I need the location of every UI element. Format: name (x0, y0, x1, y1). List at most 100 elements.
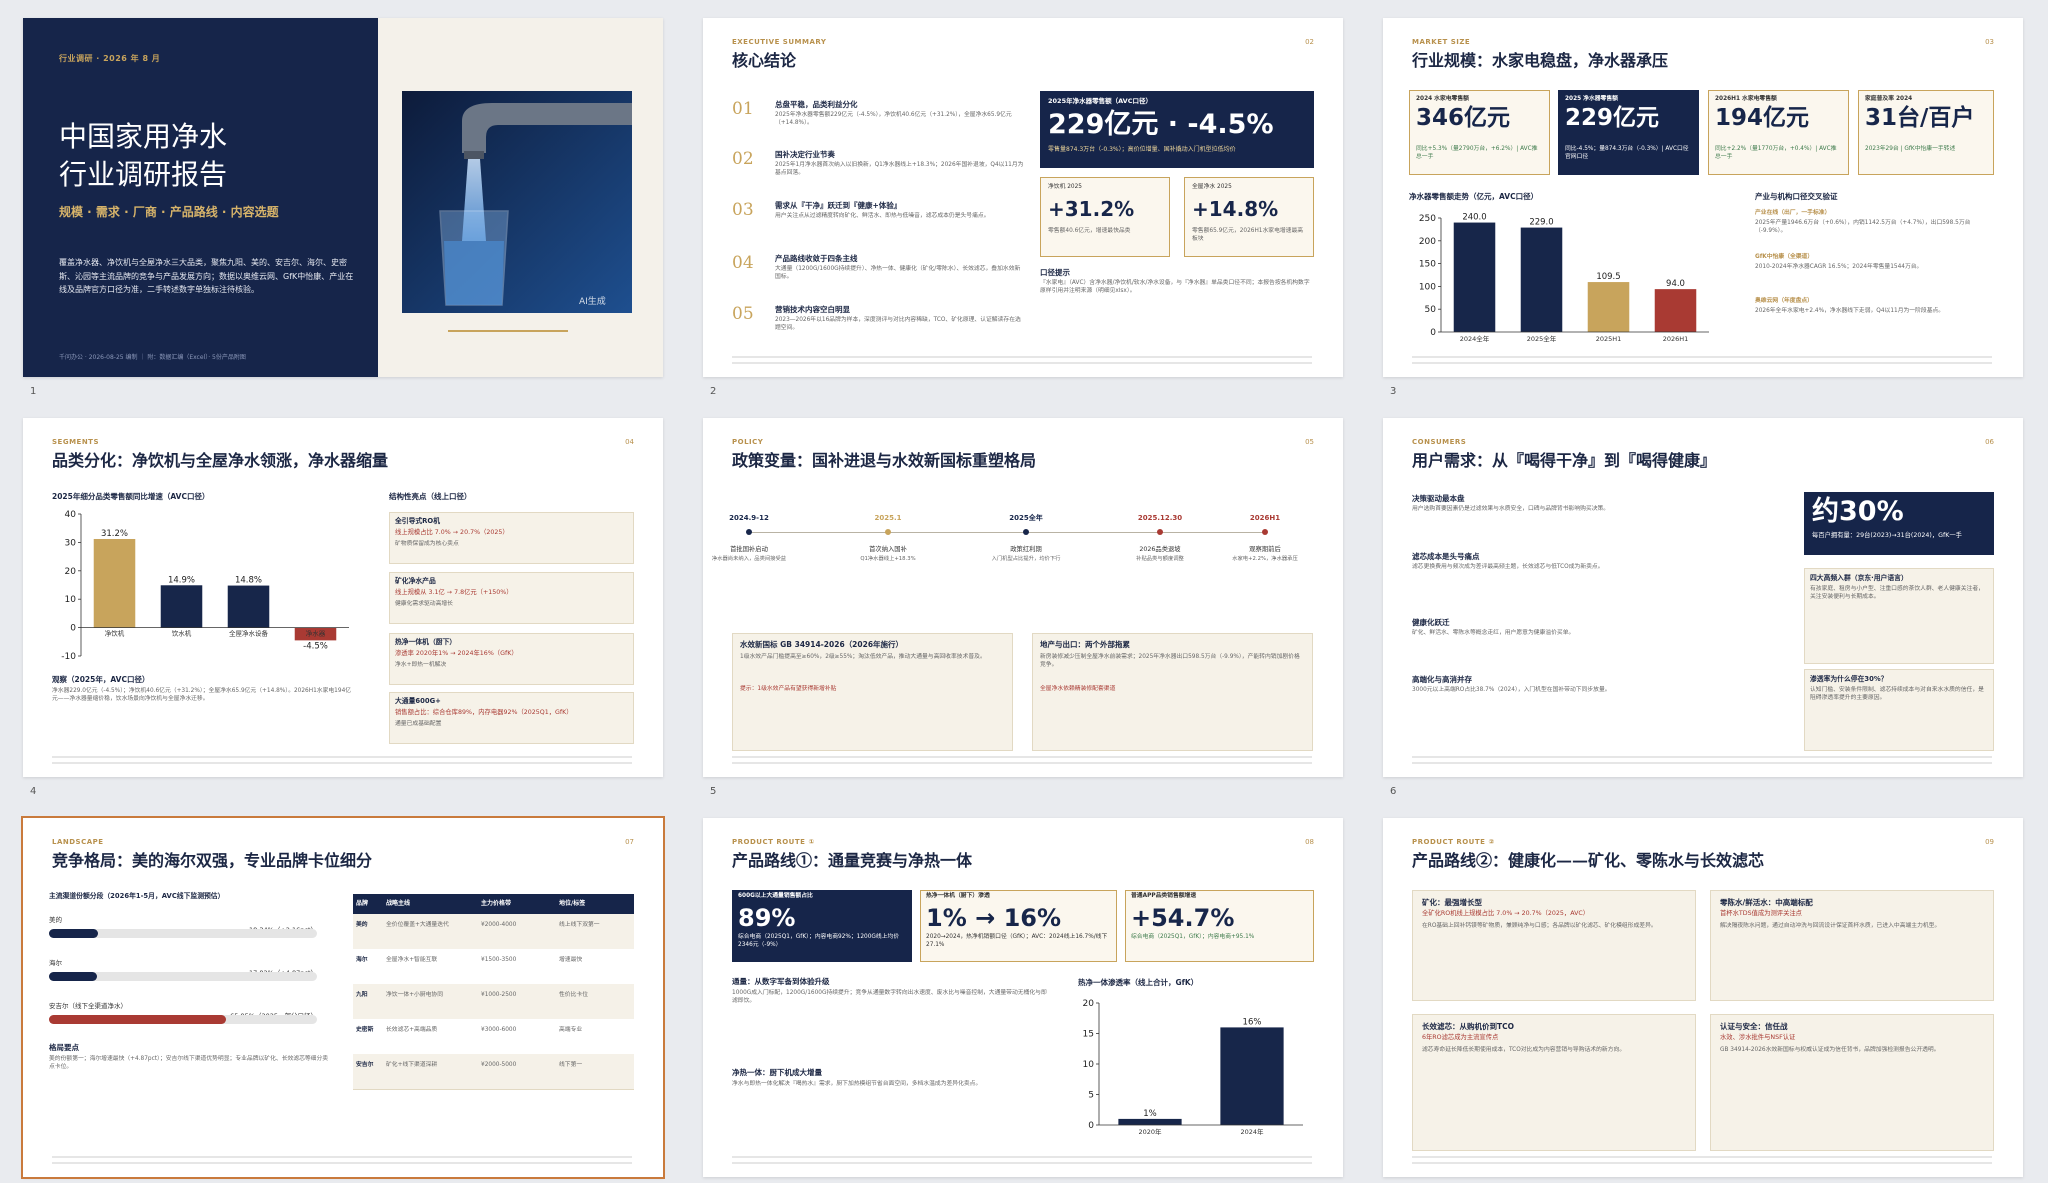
kpi-card (732, 890, 912, 962)
card-heading: 四大高频入群（京东·用户语言） (1810, 574, 1908, 582)
slide-thumbnail[interactable]: EXECUTIVE SUMMARY 核心结论 02 01 总盘平稳，品类利益分化 2025… (703, 18, 1343, 377)
slide-number: 1 (30, 386, 37, 397)
share-bar (49, 929, 99, 938)
y-tick-label: 30 (65, 538, 77, 548)
footnote (732, 1162, 1312, 1164)
page-number: 09 (1985, 838, 1994, 846)
slide-thumbnail[interactable]: LANDSCAPE 竞争格局：美的海尔双强，专业品牌卡位细分 07 主流渠道份额分段（… (21, 816, 665, 1179)
image-tag: AI生成 (579, 297, 606, 307)
cover-panel (23, 18, 378, 377)
card-value: 全矿化RO机线上规模占比 7.0% → 20.7%（2025，AVC） (1422, 910, 1590, 917)
card-heading: 渗透率为什么停在30%？ (1810, 675, 1888, 683)
kpi-label: 2025 净水器零售额 (1565, 96, 1618, 102)
page-number: 04 (625, 438, 634, 446)
table-cell: 史密斯 (356, 1027, 374, 1033)
kpi-note: 同比+5.3%（量2790万台，+6.2%）| AVC推总一手 (1416, 146, 1538, 160)
slide-thumbnail[interactable]: SEGMENTS 品类分化：净饮机与全屋净水领涨，净水器缩量 04 2025年细分品类… (23, 418, 663, 777)
timeline-label: 2026品类退坡 (1139, 546, 1181, 553)
slide-thumbnail[interactable]: PRODUCT ROUTE ② 产品路线②：健康化——矿化、零陈水与长效滤芯 09 矿… (1383, 818, 2023, 1177)
timeline-text: 净水器尚未纳入，品类间接受益 (711, 556, 787, 562)
y-tick-label: 250 (1419, 214, 1436, 224)
table-row (353, 984, 634, 1020)
x-tick-label: 饮水机 (172, 629, 192, 638)
slide-title: 品类分化：净饮机与全屋净水领涨，净水器缩量 (52, 451, 389, 470)
card-heading: 水效新国标 GB 34914-2026（2026年施行） (740, 640, 904, 649)
share-label-row: 18.34%（+2.16pct） (183, 916, 317, 934)
footnote (732, 1156, 1312, 1158)
table-cell: 高端专业 (559, 1027, 583, 1033)
value-label: 1% (1143, 1109, 1157, 1119)
slide-number: 6 (1390, 786, 1397, 797)
hero-box (1040, 91, 1314, 168)
x-tick-label: 2024年 (1240, 1127, 1264, 1136)
table-cell: 全屋净水+智能互联 (386, 957, 438, 963)
x-tick-label: 净水器 (306, 629, 326, 638)
timeline-dot (1157, 529, 1163, 535)
point-number: 02 (732, 149, 754, 169)
kpi-note: 2020→2024，热净机销额口径（GfK）；AVC：2024线上16.7%/线… (926, 934, 1108, 948)
card-text: 滤芯寿命延长降低长期使用成本，TCO对比成为内容营销与导购话术的新方向。 (1422, 1047, 1626, 1053)
side-title: 结构性亮点（线上口径） (389, 492, 472, 501)
route-card (1710, 1014, 1994, 1151)
timeline-dot (885, 529, 891, 535)
card-value: +31.2% (1048, 197, 1135, 221)
hero-value: 约30% (1812, 496, 1904, 527)
table-cell: ¥1000-2500 (481, 992, 517, 998)
x-tick-label: 2025H1 (1596, 335, 1622, 343)
y-tick-label: 10 (65, 595, 77, 605)
points-heading: 格局要点 (49, 1043, 79, 1052)
point-text: 用户关注点从过滤精度转向矿化、鲜活水、即热与低噪音，滤芯成本仍是头号痛点。 (775, 213, 990, 219)
policy-card (1032, 633, 1313, 751)
card-label: 全屋净水 2025 (1192, 184, 1232, 190)
footnote (732, 756, 1312, 758)
bar (1654, 289, 1697, 332)
slide-number: 3 (1390, 386, 1397, 397)
point-number: 01 (732, 99, 754, 119)
bar (1587, 282, 1630, 332)
card-value: 线上规模占比 7.0% → 20.7%（2025） (395, 529, 509, 536)
point-heading: 产品路线收敛于四条主线 (775, 254, 858, 263)
kpi-label: 普通APP品类销售额增速 (1131, 893, 1197, 899)
slide-thumbnail[interactable]: PRODUCT ROUTE ① 产品路线①：通量竞赛与净热一体 08 600G以上大通… (703, 818, 1343, 1177)
kpi-value: 1% → 16% (926, 904, 1062, 932)
timeline-dot (1262, 529, 1268, 535)
slide-thumbnail[interactable]: POLICY 政策变量：国补进退与水效新国标重塑格局 05 2024.9-12 首批国补… (703, 418, 1343, 777)
value-label: 14.8% (235, 576, 262, 586)
hero-note: 零售量874.3万台（-0.3%）；高价位增量、国补撬动入门机型拉低均价 (1048, 146, 1236, 153)
page-number: 05 (1305, 438, 1314, 446)
card-text: 新房装修减少压制全屋净水前装需求；2025年净水器出口598.5万台（-9.9%… (1040, 654, 1300, 668)
cover-description: 覆盖净水器、净饮机与全屋净水三大品类，聚焦九阳、美的、安吉尔、海尔、史密斯、沁园… (59, 258, 354, 295)
brand-name: 海尔 (49, 959, 62, 967)
kpi-label: 2024 水家电零售额 (1416, 96, 1469, 102)
bar (1118, 1118, 1182, 1125)
kpi-value: 31台/百户 (1865, 105, 1975, 131)
kpi-value: +54.7% (1131, 904, 1235, 932)
slide-thumbnail[interactable]: 行业调研 · 2026 年 8 月中国家用净水 行业调研报告 规模 · 需求 · 厂… (23, 18, 663, 377)
card-note: 矿物质保留成为核心卖点 (395, 541, 459, 547)
slide-thumbnail[interactable]: MARKET SIZE 行业规模：水家电稳盘，净水器承压 03 2024 水家电零售额… (1383, 18, 2023, 377)
kpi-value: 346亿元 (1416, 105, 1511, 131)
kpi-label: 热净一体机（厨下）渗透 (926, 893, 990, 899)
table-header-cell (478, 894, 556, 914)
kicker: LANDSCAPE (52, 838, 104, 846)
value-label: 229.0 (1529, 218, 1553, 228)
kicker: POLICY (732, 438, 764, 446)
share-bar (49, 1015, 226, 1024)
page-number: 07 (625, 838, 634, 846)
insight-card (1804, 669, 1994, 751)
card-heading: 地产与出口：两个外部拖累 (1040, 640, 1130, 649)
side-heading: 产业在线（出厂，一手标准） (1755, 210, 1831, 216)
slide-thumbnail[interactable]: CONSUMERS 用户需求：从『喝得干净』到『喝得健康』 06 决策驱动最本盘 用户选… (1383, 418, 2023, 777)
value-label: 109.5 (1596, 272, 1620, 282)
kpi-card (1708, 90, 1849, 175)
kicker: CONSUMERS (1412, 438, 1467, 446)
table-header: 地位/标签 (559, 900, 586, 907)
timeline-date: 2025.1 (874, 514, 902, 522)
cover-subtitle: 规模 · 需求 · 厂商 · 产品路线 · 内容选题 (59, 205, 279, 219)
table-cell: 矿化+线下渠道深耕 (386, 1062, 438, 1068)
table-row (353, 949, 634, 985)
card-note: 健康化需求驱动高增长 (395, 601, 453, 607)
point-text: 3000元以上高端RO占比38.7%（2024），入门机型在国补带动下同步放量。 (1412, 687, 1611, 693)
slide-title: 政策变量：国补进退与水效新国标重塑格局 (732, 451, 1037, 470)
